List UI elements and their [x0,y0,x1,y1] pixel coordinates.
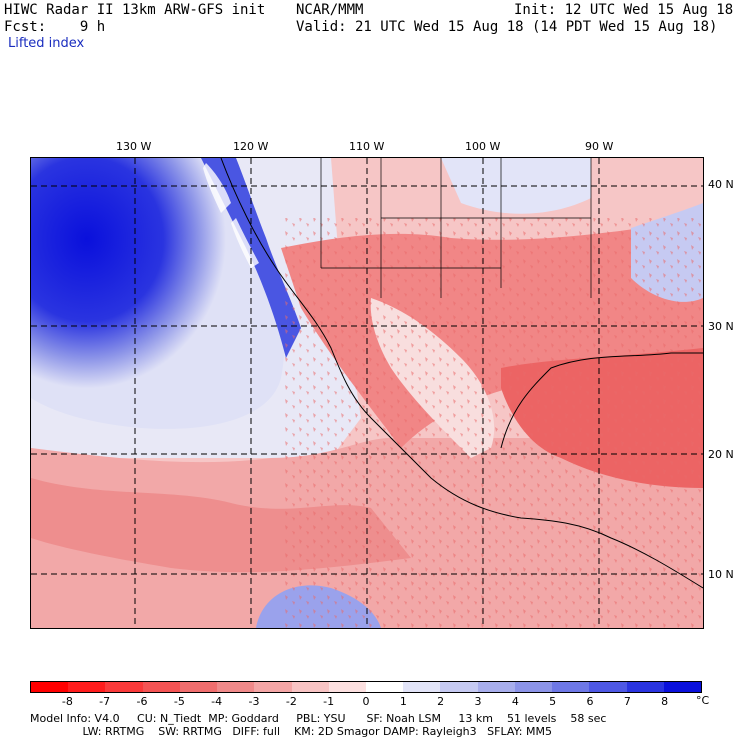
colorbar-tick-label: -6 [136,695,148,708]
colorbar-swatch [589,682,627,692]
graticule [31,158,703,628]
colorbar-swatch [105,682,143,692]
colorbar-tick-label: 3 [474,695,482,708]
colorbar-swatch [403,682,441,692]
state-borders [320,158,592,298]
colorbar-swatch [663,682,701,692]
colorbar-tick-label: 7 [623,695,631,708]
lat-label-20n: 20 N [708,448,734,461]
coastline [220,158,703,589]
colorbar-swatch [31,682,69,692]
colorbar-tick-label: 1 [399,695,407,708]
colorbar-swatch [514,682,553,692]
convective-texture [281,218,703,628]
colorbar-tick-label: -7 [99,695,111,708]
colorbar-tick-label: 5 [549,695,557,708]
organization-label: NCAR/MMM [296,2,364,18]
colorbar-tick-label: -2 [285,695,297,708]
lon-label-120w: 120 W [233,140,269,153]
colorbar-swatch [365,682,404,692]
colorbar-swatch [440,682,478,692]
colorbar-swatch [68,682,106,692]
colorbar-swatch [477,682,515,692]
model-info-line-2: LW: RRTMG SW: RRTMG DIFF: full KM: 2D Sm… [30,725,552,738]
lon-label-130w: 130 W [116,140,152,153]
forecast-hour: Fcst: 9 h [4,19,106,35]
model-info-line-1: Model Info: V4.0 CU: N_Tiedt MP: Goddard… [30,712,607,725]
lat-label-10n: 10 N [708,568,734,581]
colorbar-tick-label: 6 [586,695,594,708]
colorbar-swatch [552,682,590,692]
colorbar-swatch [254,682,292,692]
lon-label-110w: 110 W [349,140,385,153]
colorbar-tick-label: 4 [511,695,519,708]
colorbar-tick-label: 0 [362,695,370,708]
valid-time: Valid: 21 UTC Wed 15 Aug 18 (14 PDT Wed … [296,19,718,35]
colorbar-tick-label: -3 [248,695,260,708]
colorbar-tick-label: 2 [437,695,445,708]
init-time: Init: 12 UTC Wed 15 Aug 18 [514,2,734,18]
colorbar-swatch [626,682,664,692]
field-name: Lifted index [8,36,85,51]
colorbar-swatch [328,682,366,692]
colorbar-swatch [179,682,218,692]
colorbar [30,681,702,693]
colorbar-tick-label: -8 [61,695,73,708]
colorbar-unit: °C [696,694,710,707]
lat-label-30n: 30 N [708,320,734,333]
gulf-coastline [500,352,703,449]
lon-label-90w: 90 W [585,140,614,153]
colorbar-tick-label: -1 [323,695,335,708]
map-svg [31,158,703,628]
lat-label-40n: 40 N [708,178,734,191]
colorbar-swatch [142,682,180,692]
lifted-index-map [30,157,704,629]
colorbar-tick-label: -4 [211,695,223,708]
colorbar-swatch [217,682,255,692]
lon-label-100w: 100 W [465,140,501,153]
colorbar-tick-label: 8 [661,695,669,708]
pacific-stable-region [31,158,285,429]
colorbar-swatch [291,682,329,692]
model-title: HIWC Radar II 13km ARW-GFS init [4,2,266,18]
sierra-stable-cells [203,163,259,268]
colorbar-tick-label: -5 [173,695,185,708]
